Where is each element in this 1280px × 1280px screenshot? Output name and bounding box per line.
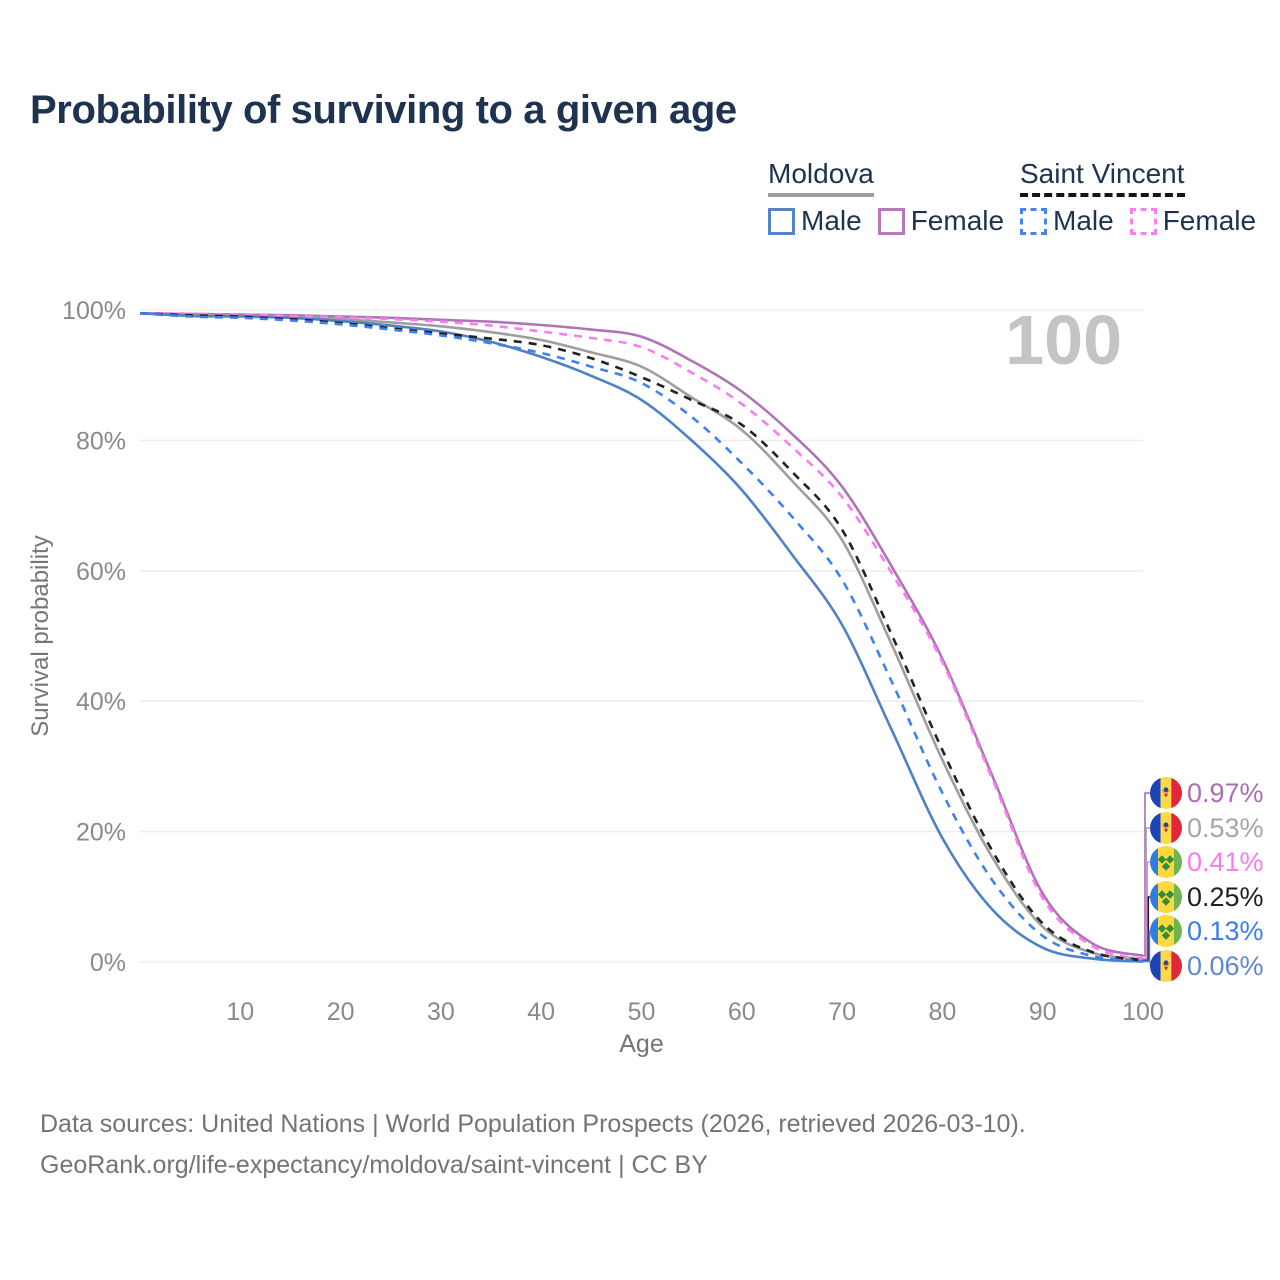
end-label-saint-vincent-both: 0.25% [1187,882,1264,912]
x-tick-label: 100 [1122,998,1164,1026]
end-label-saint-vincent-female: 0.41% [1187,847,1264,877]
footer-attribution: GeoRank.org/life-expectancy/moldova/sain… [40,1150,708,1179]
series-line-saint-vincent-male[interactable] [139,312,1144,963]
legend-row: Male Female [1020,205,1256,237]
line-swatch-icon [768,207,795,235]
end-label-saint-vincent-male: 0.13% [1187,916,1264,946]
legend-item-label: Female [910,205,1005,236]
y-tick-label: 40% [76,688,126,716]
footer-sources: Data sources: United Nations | World Pop… [40,1110,1026,1138]
series-line-saint-vincent-female[interactable] [139,312,1144,961]
survival-probability-chart[interactable]: 0% 20% 40% 60% 80% 100% 100 10 20 30 40 50 60 70 80 90 1… [0,0,1280,1075]
end-label-moldova-both: 0.53% [1187,813,1264,843]
line-swatch-icon [877,207,905,235]
y-tick-label: 20% [76,819,126,847]
leader-line-moldova-male [1143,960,1152,967]
line-swatch-icon [1020,207,1047,235]
age-watermark: 100 [1005,301,1122,379]
y-tick-label: 0% [90,949,126,977]
legend-item-saint-vincent-female[interactable]: Female [1129,205,1257,237]
legend-item-label: Male [801,205,862,236]
x-tick-label: 80 [928,998,956,1026]
page-title: Probability of surviving to a given age [30,88,737,132]
end-label-moldova-female: 0.97% [1187,778,1264,808]
x-tick-label: 50 [628,998,656,1026]
legend-item-label: Female [1162,205,1257,236]
flag-icon-saint-vincent [1150,846,1182,878]
legend-item-moldova-male[interactable]: Male [768,205,862,237]
legend-header-saint-vincent[interactable]: Saint Vincent [1020,158,1185,197]
flag-icon-moldova [1150,812,1182,844]
x-tick-label: 40 [527,998,555,1026]
y-tick-label: 80% [76,427,126,455]
x-tick-label: 20 [327,998,355,1026]
y-tick-label: 60% [76,558,126,586]
y-axis-title: Survival probability [27,535,54,736]
legend-item-moldova-female[interactable]: Female [877,205,1005,237]
legend-group-moldova: Moldova Male Female [768,158,1004,237]
legend-row: Male Female [768,205,1004,237]
footer: Data sources: United Nations | World Pop… [40,1104,1026,1185]
flag-icon-moldova [1150,950,1182,982]
flag-icon-saint-vincent [1150,881,1182,913]
line-swatch-icon [1129,207,1157,235]
x-axis-title: Age [619,1030,663,1058]
series-line-moldova-both[interactable] [139,312,1144,960]
end-label-moldova-male: 0.06% [1187,951,1264,981]
leader-line-moldova-female [1143,792,1150,957]
flag-icon-saint-vincent [1150,915,1182,947]
x-tick-label: 90 [1029,998,1057,1026]
x-tick-label: 70 [828,998,856,1026]
x-tick-label: 30 [427,998,455,1026]
x-tick-label: 60 [728,998,756,1026]
flag-icon-moldova [1150,777,1182,809]
legend-header-moldova[interactable]: Moldova [768,158,874,197]
series-line-saint-vincent-both[interactable] [139,312,1144,962]
legend-group-saint-vincent: Saint Vincent Male Female [1020,158,1256,237]
legend-item-label: Male [1053,205,1114,236]
y-tick-label: 100% [62,297,126,325]
series-line-moldova-male[interactable] [139,312,1144,963]
leader-line-saint-vincent-female [1143,861,1150,961]
legend-item-saint-vincent-male[interactable]: Male [1020,205,1114,237]
x-tick-label: 10 [226,998,254,1026]
